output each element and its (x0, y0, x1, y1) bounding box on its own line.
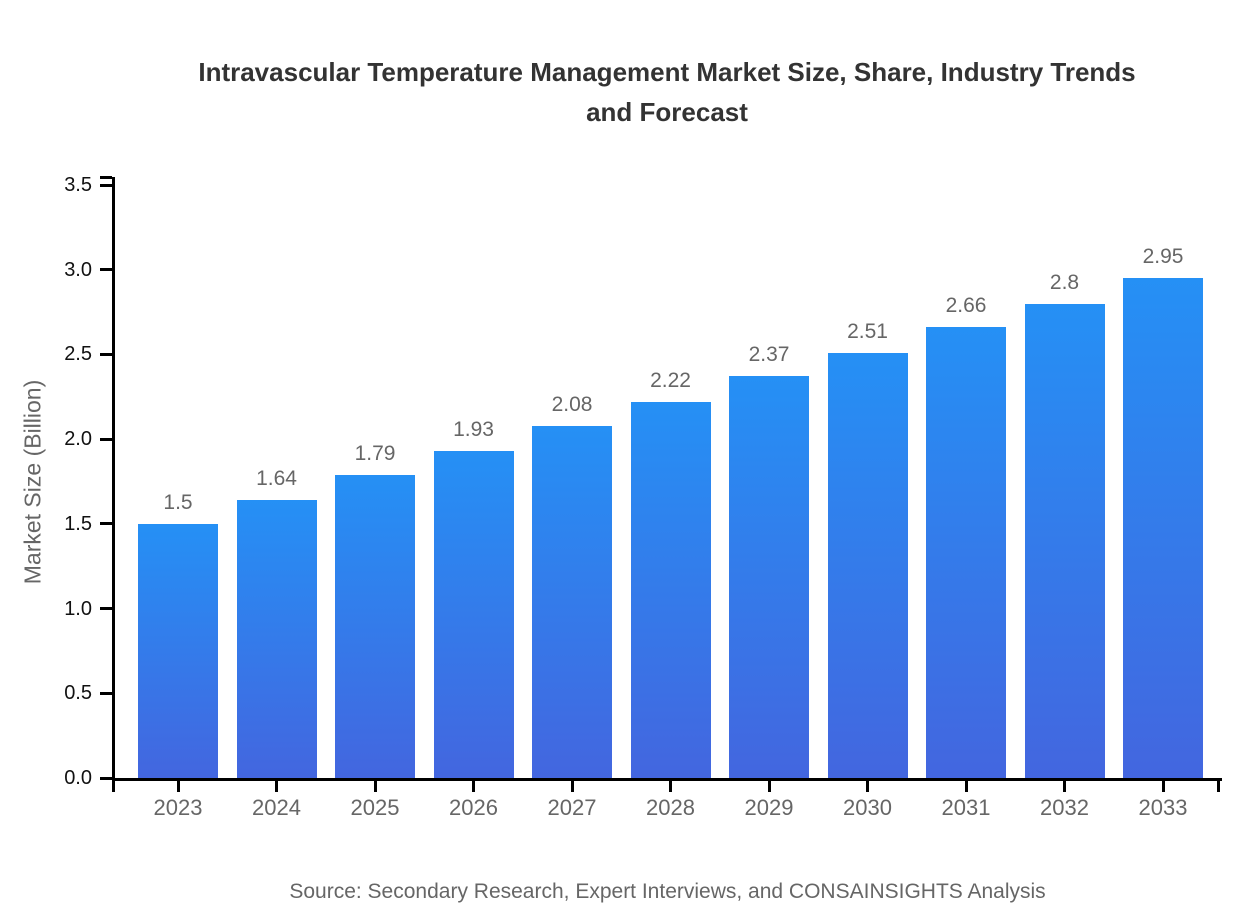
x-tick-label: 2029 (744, 795, 794, 820)
bar-value-label: 2.66 (945, 294, 987, 318)
bar (236, 500, 317, 778)
bar (532, 425, 612, 778)
bar-value-label: 2.95 (1142, 245, 1184, 269)
x-tick (176, 778, 180, 792)
x-tick (570, 778, 574, 792)
source-text: Source: Secondary Research, Expert Inter… (289, 880, 1046, 903)
x-tick (472, 778, 475, 792)
x-tick (275, 778, 278, 792)
bar-value-label: 1.64 (256, 467, 297, 491)
bar-value-label: 2.51 (847, 319, 888, 343)
y-tick (100, 776, 112, 780)
y-tick-label: 3.0 (64, 258, 92, 281)
bar-value-label: 1.79 (354, 441, 396, 465)
y-axis-end-tick (100, 176, 112, 179)
bar-value-label: 1.5 (163, 490, 193, 514)
x-tick-label: 2032 (1040, 795, 1089, 820)
bar-value-label: 2.22 (650, 368, 691, 392)
x-tick (1161, 778, 1165, 792)
y-tick-label: 2.0 (64, 428, 92, 451)
x-tick-label: 2023 (153, 795, 203, 820)
bar-value-label: 2.8 (1049, 270, 1080, 294)
y-tick-label: 1.0 (64, 597, 92, 620)
y-tick (100, 691, 112, 695)
bar-value-label: 2.08 (551, 392, 593, 416)
y-tick-label: 1.5 (64, 512, 92, 535)
bar (926, 327, 1006, 778)
bar (1123, 278, 1203, 778)
x-tick-label: 2031 (941, 795, 991, 820)
y-tick (100, 268, 112, 272)
x-tick-label: 2024 (252, 795, 301, 820)
x-tick (767, 778, 771, 792)
x-tick-label: 2027 (547, 795, 597, 820)
bar (1024, 303, 1105, 778)
x-tick-label: 2033 (1138, 795, 1188, 820)
y-tick-label: 3.5 (64, 174, 92, 196)
y-tick (100, 522, 112, 526)
x-tick (866, 778, 869, 792)
bar (138, 523, 218, 778)
y-tick (100, 607, 112, 611)
bar (827, 352, 908, 778)
bar-value-label: 1.93 (453, 418, 494, 441)
y-tick (100, 352, 112, 356)
x-axis-end-tick-right (1217, 778, 1220, 792)
y-tick-label: 2.5 (64, 343, 92, 366)
bar (335, 474, 415, 778)
y-tick-label: 0.0 (64, 767, 92, 789)
y-tick-label: 0.5 (64, 682, 92, 705)
chart-title: Intravascular Temperature Management Mar… (198, 57, 1136, 127)
bar (729, 376, 809, 778)
bar (630, 401, 711, 778)
y-axis-title: Market Size (Billion) (19, 379, 46, 585)
y-tick (100, 183, 112, 187)
x-tick (1063, 778, 1066, 792)
y-tick (100, 437, 112, 441)
x-tick-label: 2028 (646, 795, 695, 820)
x-axis-line (112, 778, 1222, 781)
x-tick (373, 778, 377, 792)
x-tick-label: 2025 (350, 795, 400, 820)
x-tick-label: 2026 (449, 795, 498, 820)
x-tick-label: 2030 (843, 795, 892, 820)
x-axis-end-tick-left (112, 778, 115, 792)
bar (433, 451, 514, 778)
x-tick (669, 778, 672, 792)
x-tick (964, 778, 968, 792)
bar-value-label: 2.37 (748, 343, 790, 367)
y-axis-line (112, 177, 115, 781)
plot-area: 0.0 0.5 1.0 1.5 2.0 2.5 3.0 3.5 2023 1.5 2024 1.64 2… (64, 174, 1222, 820)
